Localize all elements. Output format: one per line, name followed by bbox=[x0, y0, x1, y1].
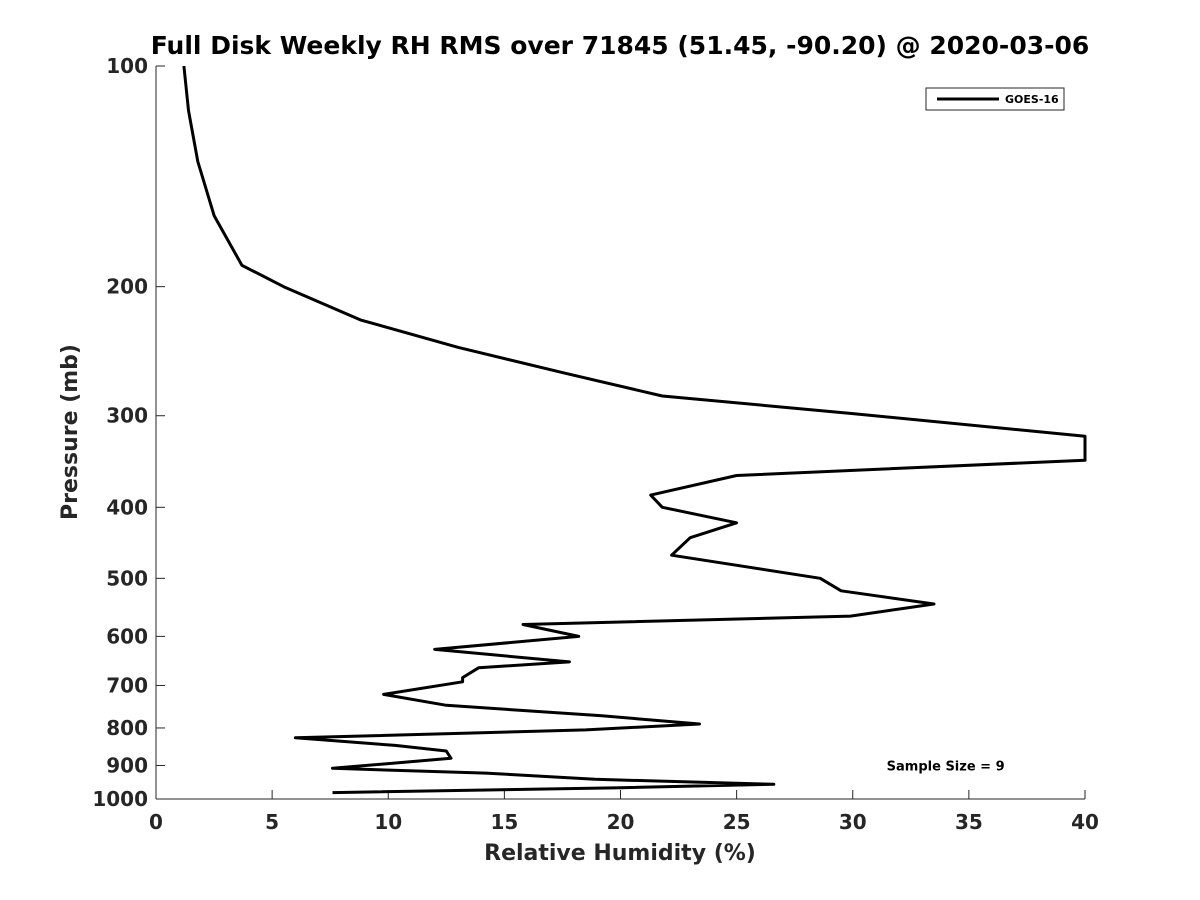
y-tick-label: 700 bbox=[106, 673, 148, 697]
x-tick-label: 10 bbox=[374, 810, 402, 834]
y-tick-label: 200 bbox=[106, 275, 148, 299]
x-tick-label: 40 bbox=[1071, 810, 1099, 834]
y-tick-label: 800 bbox=[106, 716, 148, 740]
series-line bbox=[182, 65, 1087, 795]
y-tick-label: 600 bbox=[106, 624, 148, 648]
chart-title: Full Disk Weekly RH RMS over 71845 (51.4… bbox=[151, 31, 1090, 60]
y-tick-label: 1000 bbox=[92, 787, 148, 811]
legend-label: GOES-16 bbox=[1005, 93, 1059, 106]
x-tick-label: 5 bbox=[265, 810, 279, 834]
y-axis-label: Pressure (mb) bbox=[58, 344, 83, 520]
x-tick-label: 35 bbox=[955, 810, 983, 834]
y-tick-label: 400 bbox=[106, 495, 148, 519]
series-group bbox=[182, 65, 1087, 795]
x-tick-label: 20 bbox=[607, 810, 635, 834]
legend: GOES-16 bbox=[925, 87, 1065, 111]
annotation-sample-size: Sample Size = 9 bbox=[887, 759, 1005, 774]
y-tick-label: 500 bbox=[106, 566, 148, 590]
x-tick-label: 30 bbox=[839, 810, 867, 834]
x-ticks: 0 5 10 15 20 25 30 35 40 bbox=[149, 790, 1099, 834]
x-tick-label: 15 bbox=[490, 810, 518, 834]
y-ticks: 100 200 300 400 500 600 700 800 900 1000 bbox=[92, 54, 165, 811]
annotations: Sample Size = 9 bbox=[887, 759, 1005, 774]
x-tick-label: 0 bbox=[149, 810, 163, 834]
y-tick-label: 300 bbox=[106, 404, 148, 428]
axes bbox=[155, 66, 1085, 800]
y-tick-label: 100 bbox=[106, 54, 148, 78]
y-tick-label: 900 bbox=[106, 753, 148, 777]
x-tick-label: 25 bbox=[723, 810, 751, 834]
x-axis-label: Relative Humidity (%) bbox=[484, 841, 756, 866]
